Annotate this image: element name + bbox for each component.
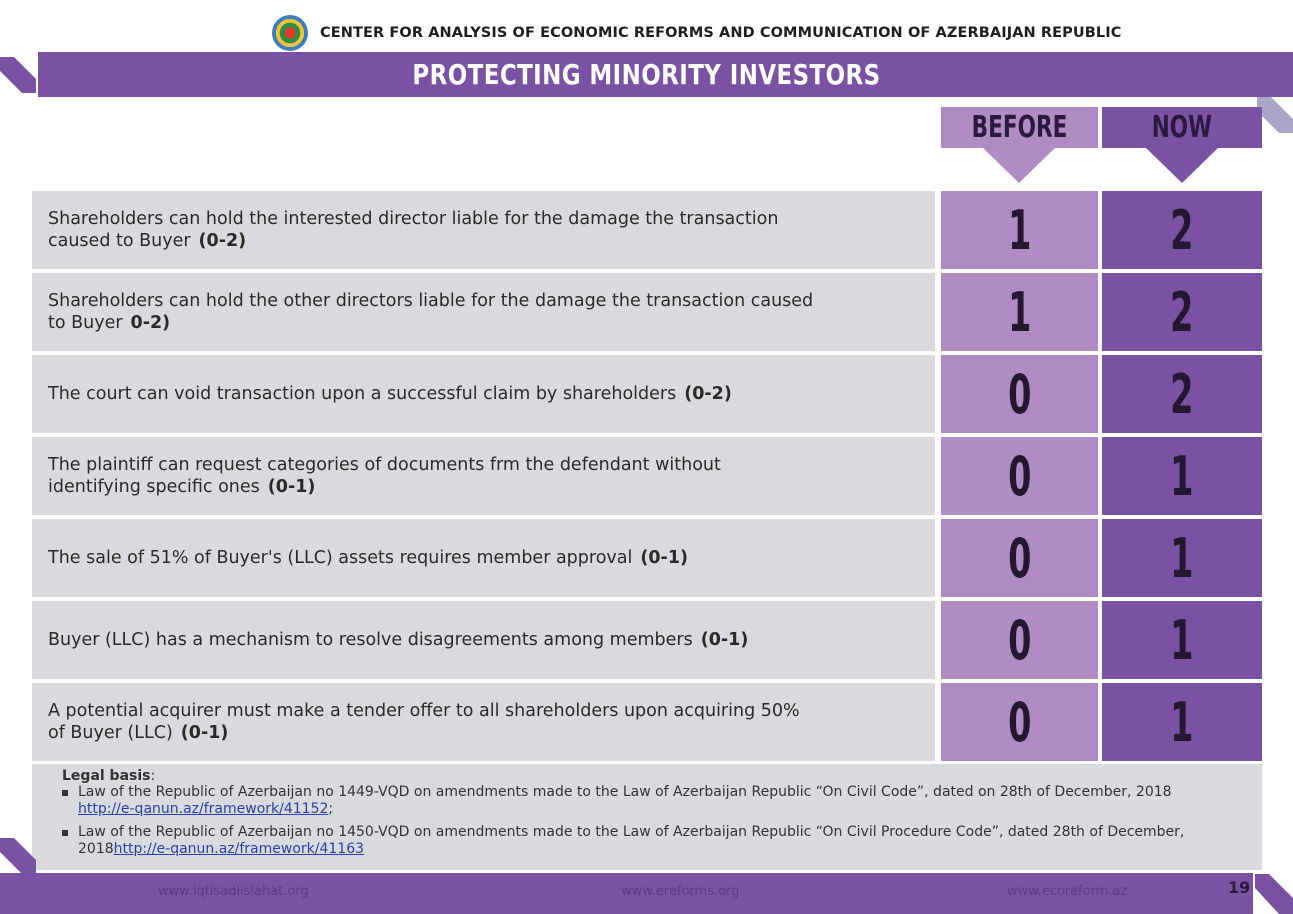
- before-score-cell: 0: [941, 519, 1098, 597]
- indicator-label: Buyer (LLC) has a mechanism to resolve d…: [32, 601, 935, 679]
- table-row: Shareholders can hold the other director…: [32, 273, 1262, 351]
- arrow-corner-icon: [1255, 874, 1293, 914]
- now-score-cell: 2: [1102, 355, 1262, 433]
- list-item: Law of the Republic of Azerbaijan no 145…: [62, 824, 1262, 858]
- table-row: A potential acquirer must make a tender …: [32, 683, 1262, 761]
- table-row: The court can void transaction upon a su…: [32, 355, 1262, 433]
- now-score-cell: 1: [1102, 683, 1262, 761]
- table-row: Shareholders can hold the interested dir…: [32, 191, 1262, 269]
- footer-bar: [0, 873, 1293, 914]
- indicator-label: The plaintiff can request categories of …: [32, 437, 935, 515]
- before-score-cell: 1: [941, 273, 1098, 351]
- indicator-label: The sale of 51% of Buyer's (LLC) assets …: [32, 519, 935, 597]
- page-number: 19: [1228, 878, 1251, 897]
- before-score-cell: 0: [941, 355, 1098, 433]
- organization-name: CENTER FOR ANALYSIS OF ECONOMIC REFORMS …: [320, 25, 1122, 41]
- arrow-corner-icon: [1257, 97, 1293, 133]
- header-org: CENTER FOR ANALYSIS OF ECONOMIC REFORMS …: [272, 15, 1122, 51]
- arrow-corner-icon: [0, 838, 36, 874]
- column-header-before: BEFORE: [941, 107, 1098, 148]
- footer-link-ecoreform[interactable]: www.ecoreform.az: [1007, 884, 1128, 899]
- law-link[interactable]: http://e-qanun.az/framework/41152: [78, 801, 329, 817]
- now-score-cell: 1: [1102, 519, 1262, 597]
- list-item: Law of the Republic of Azerbaijan no 144…: [62, 784, 1262, 818]
- azerbaijan-emblem-icon: [272, 15, 308, 51]
- before-score-cell: 1: [941, 191, 1098, 269]
- column-header-now: NOW: [1102, 107, 1262, 148]
- down-arrow-icon: [983, 148, 1055, 183]
- arrow-corner-icon: [0, 57, 36, 93]
- table-row: The sale of 51% of Buyer's (LLC) assets …: [32, 519, 1262, 597]
- before-score-cell: 0: [941, 601, 1098, 679]
- now-score-cell: 1: [1102, 601, 1262, 679]
- before-score-cell: 0: [941, 437, 1098, 515]
- indicator-label: A potential acquirer must make a tender …: [32, 683, 935, 761]
- legal-basis-heading: Legal basis:: [62, 768, 156, 784]
- title-bar: [0, 52, 1293, 97]
- footer-link-iqtisadiislahat[interactable]: www.iqtisadiislahat.org: [158, 884, 309, 899]
- before-score-cell: 0: [941, 683, 1098, 761]
- now-score-cell: 2: [1102, 273, 1262, 351]
- law-link[interactable]: http://e-qanun.az/framework/41163: [113, 841, 365, 857]
- footer-link-ereforms[interactable]: www.ereforms.org: [621, 884, 740, 899]
- down-arrow-icon: [1146, 148, 1218, 183]
- table-row: The plaintiff can request categories of …: [32, 437, 1262, 515]
- now-score-cell: 1: [1102, 437, 1262, 515]
- page-title: PROTECTING MINORITY INVESTORS: [412, 58, 881, 91]
- indicator-label: Shareholders can hold the interested dir…: [32, 191, 935, 269]
- indicator-label: The court can void transaction upon a su…: [32, 355, 935, 433]
- indicator-label: Shareholders can hold the other director…: [32, 273, 935, 351]
- legal-basis: Legal basis: Law of the Republic of Azer…: [32, 764, 1262, 870]
- now-score-cell: 2: [1102, 191, 1262, 269]
- table-row: Buyer (LLC) has a mechanism to resolve d…: [32, 601, 1262, 679]
